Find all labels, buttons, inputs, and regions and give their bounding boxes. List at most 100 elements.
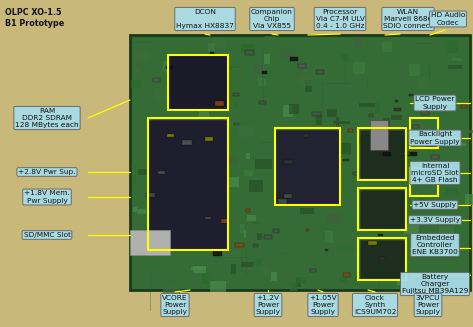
Bar — [275, 130, 340, 205]
Text: +1.05V
Power
Supply: +1.05V Power Supply — [309, 295, 337, 315]
Bar — [310, 269, 315, 271]
Bar — [177, 98, 184, 103]
Bar — [409, 64, 420, 76]
Bar — [205, 137, 213, 141]
Bar — [303, 134, 309, 137]
Bar — [259, 101, 266, 104]
Bar — [357, 147, 370, 156]
Bar — [189, 237, 205, 243]
Bar — [383, 118, 390, 126]
Text: Companion
Chip
Via VX855: Companion Chip Via VX855 — [251, 9, 293, 29]
Bar — [138, 169, 150, 175]
Bar — [137, 209, 146, 214]
Bar — [358, 188, 406, 230]
Bar — [465, 272, 471, 276]
Bar — [244, 170, 253, 176]
Text: Backlight
Power Supply: Backlight Power Supply — [410, 131, 460, 145]
Bar — [135, 69, 139, 75]
Bar — [391, 115, 402, 120]
Bar — [383, 276, 394, 281]
Bar — [370, 120, 388, 150]
Bar — [461, 105, 467, 108]
Bar — [277, 178, 294, 185]
Bar — [397, 198, 407, 205]
Bar — [360, 130, 405, 180]
Bar — [284, 194, 292, 198]
Bar — [306, 229, 309, 231]
Bar — [325, 232, 333, 243]
Bar — [193, 267, 206, 273]
Bar — [442, 246, 446, 252]
Bar — [301, 194, 313, 198]
Bar — [245, 153, 250, 160]
Bar — [264, 54, 270, 64]
Bar — [353, 172, 359, 176]
Bar — [382, 42, 392, 52]
Text: VCORE
Power
Supply: VCORE Power Supply — [162, 295, 188, 315]
Bar — [289, 184, 294, 188]
Bar — [410, 168, 438, 196]
Bar — [220, 118, 223, 119]
Text: +2.8V Pwr Sup.: +2.8V Pwr Sup. — [18, 169, 76, 175]
Bar — [343, 273, 350, 277]
Bar — [166, 66, 172, 69]
Bar — [394, 108, 402, 111]
Bar — [307, 152, 321, 163]
Bar — [280, 51, 297, 57]
Text: Internal
microSD Slot
4+ GB Flash: Internal microSD Slot 4+ GB Flash — [411, 163, 459, 183]
Bar — [133, 207, 138, 212]
Bar — [203, 38, 210, 41]
Bar — [355, 38, 361, 47]
Bar — [235, 102, 238, 109]
Bar — [224, 250, 241, 259]
Bar — [202, 273, 209, 284]
Bar — [299, 76, 312, 86]
Bar — [359, 103, 375, 107]
Bar — [206, 181, 222, 192]
Bar — [341, 54, 349, 60]
Bar — [130, 35, 470, 290]
Bar — [235, 243, 244, 247]
Bar — [265, 36, 275, 41]
Bar — [224, 66, 240, 68]
Bar — [158, 171, 165, 174]
Text: 3VPCU
Power
Supply: 3VPCU Power Supply — [415, 295, 440, 315]
Bar — [224, 156, 238, 165]
Bar — [379, 257, 385, 260]
Bar — [258, 78, 266, 86]
Text: OLPC XO-1.5
B1 Prototype: OLPC XO-1.5 B1 Prototype — [5, 8, 64, 28]
Bar — [208, 43, 216, 52]
Bar — [426, 143, 436, 148]
Bar — [315, 70, 324, 74]
Bar — [238, 126, 254, 137]
Bar — [355, 249, 365, 251]
Bar — [312, 112, 321, 116]
Text: +1.8V Mem.
Pwr Supply: +1.8V Mem. Pwr Supply — [24, 190, 70, 204]
Bar — [156, 234, 165, 243]
Bar — [427, 218, 430, 223]
Bar — [378, 234, 383, 236]
Bar — [131, 80, 140, 88]
Bar — [159, 234, 166, 238]
Bar — [428, 103, 433, 109]
Bar — [295, 157, 311, 159]
Text: Embedded
Controller
ENE KB3700: Embedded Controller ENE KB3700 — [412, 235, 458, 255]
Bar — [241, 262, 253, 267]
Bar — [336, 125, 343, 136]
Bar — [324, 249, 328, 251]
Bar — [183, 140, 193, 145]
Bar — [307, 171, 314, 181]
Text: RAM
DDR2 SDRAM
128 MBytes each: RAM DDR2 SDRAM 128 MBytes each — [15, 108, 79, 128]
Bar — [289, 104, 299, 114]
Bar — [404, 159, 412, 164]
Bar — [327, 109, 337, 117]
Text: DCON

Hymax HX8837: DCON Hymax HX8837 — [176, 9, 234, 29]
Bar — [290, 282, 297, 291]
Bar — [368, 241, 377, 245]
Bar — [231, 265, 236, 274]
Text: +5V Supply: +5V Supply — [413, 202, 456, 208]
Bar — [327, 149, 342, 156]
Bar — [148, 118, 228, 250]
Bar — [394, 100, 398, 102]
Bar — [325, 214, 342, 223]
